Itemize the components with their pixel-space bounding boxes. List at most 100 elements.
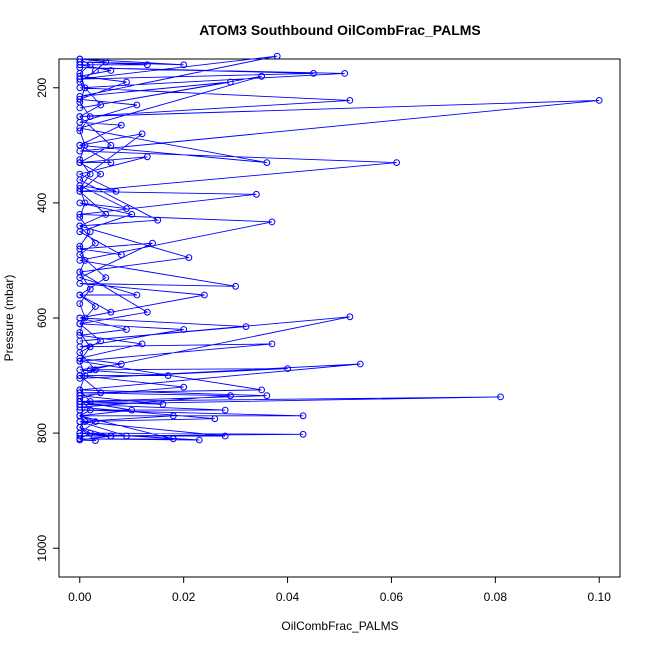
- data-point: [97, 101, 104, 109]
- data-point: [169, 435, 177, 443]
- data-point: [76, 141, 84, 149]
- data-point: [86, 429, 94, 437]
- data-point: [242, 323, 250, 331]
- y-axis: 200 400 600 800 1000: [35, 77, 59, 562]
- data-point: [76, 78, 84, 86]
- data-point: [221, 406, 229, 414]
- data-point: [92, 67, 99, 74]
- data-point: [76, 188, 84, 195]
- data-point: [169, 412, 177, 420]
- data-point: [76, 55, 84, 63]
- x-tick-label: 0.04: [276, 590, 300, 604]
- data-point: [195, 436, 203, 444]
- x-tick-label: 0.10: [588, 590, 612, 604]
- data-point: [81, 372, 89, 380]
- data-point: [92, 303, 99, 310]
- data-point: [76, 372, 84, 380]
- x-tick-label: 0.02: [172, 590, 196, 604]
- data-point: [76, 320, 84, 328]
- x-axis-label: OilCombFrac_PALMS: [281, 619, 398, 633]
- data-point: [143, 153, 151, 161]
- data-point: [76, 58, 84, 66]
- data-point: [76, 156, 84, 164]
- data-point: [86, 285, 94, 293]
- data-point: [154, 216, 162, 224]
- data-point: [128, 406, 136, 414]
- data-point: [97, 389, 104, 397]
- data-point: [107, 432, 115, 440]
- data-point: [180, 61, 188, 69]
- data-point: [112, 188, 120, 195]
- data-point: [258, 386, 266, 394]
- data-point: [76, 349, 84, 356]
- data-point: [310, 70, 317, 77]
- data-point: [76, 412, 84, 420]
- data-point: [253, 190, 260, 198]
- data-point: [117, 251, 125, 259]
- data-point: [86, 170, 94, 178]
- data-point: [86, 228, 94, 236]
- data-point: [227, 392, 234, 400]
- data-point: [76, 251, 84, 259]
- x-tick-label: 0.00: [68, 590, 92, 604]
- data-point: [81, 257, 89, 264]
- data-point: [102, 274, 110, 282]
- data-point: [128, 211, 136, 218]
- data-point: [86, 398, 94, 405]
- data-point: [346, 97, 354, 104]
- data-point: [76, 213, 84, 221]
- data-point: [107, 141, 115, 149]
- data-point: [393, 159, 401, 167]
- data-point: [497, 393, 504, 401]
- data-point: [107, 67, 115, 74]
- x-tick-label: 0.06: [380, 590, 404, 604]
- data-point: [81, 141, 89, 149]
- y-tick-label: 600: [35, 308, 49, 328]
- data-point: [117, 360, 125, 368]
- data-point: [76, 159, 84, 167]
- data-point: [76, 329, 84, 336]
- data-point: [81, 418, 89, 426]
- data-point: [180, 383, 188, 391]
- data-point: [149, 239, 156, 247]
- y-axis-label: Pressure (mbar): [2, 275, 16, 362]
- data-point: [221, 432, 229, 440]
- data-point: [76, 357, 84, 365]
- data-point: [92, 366, 99, 374]
- data-point: [86, 113, 94, 120]
- data-point: [258, 72, 266, 80]
- data-point: [143, 61, 151, 69]
- data-point: [86, 61, 94, 69]
- data-point: [123, 205, 130, 213]
- data-point: [97, 170, 104, 178]
- data-point: [133, 101, 141, 109]
- y-tick-label: 1000: [35, 535, 49, 562]
- data-point: [76, 199, 84, 207]
- data-point: [76, 170, 84, 178]
- data-point: [123, 78, 130, 86]
- data-point: [138, 340, 146, 348]
- data-point: [76, 436, 84, 444]
- data-point: [81, 84, 89, 92]
- data-point: [76, 211, 84, 218]
- data-point: [97, 337, 104, 345]
- data-point: [76, 95, 84, 103]
- data-point: [76, 70, 84, 77]
- data-point: [76, 222, 84, 230]
- data-point: [346, 313, 354, 321]
- data-point: [263, 392, 271, 400]
- data-point: [138, 130, 146, 138]
- data-point: [76, 185, 84, 192]
- data-point: [107, 159, 115, 167]
- data-point: [92, 437, 99, 445]
- data-point: [123, 326, 130, 333]
- data-point: [76, 242, 84, 250]
- data-point: [268, 340, 276, 348]
- data-point: [102, 211, 110, 218]
- data-point: [341, 70, 349, 77]
- series-layer: [76, 52, 603, 445]
- data-point: [102, 58, 110, 66]
- y-tick-label: 400: [35, 193, 49, 213]
- x-tick-label: 0.08: [484, 590, 508, 604]
- data-point: [86, 366, 94, 374]
